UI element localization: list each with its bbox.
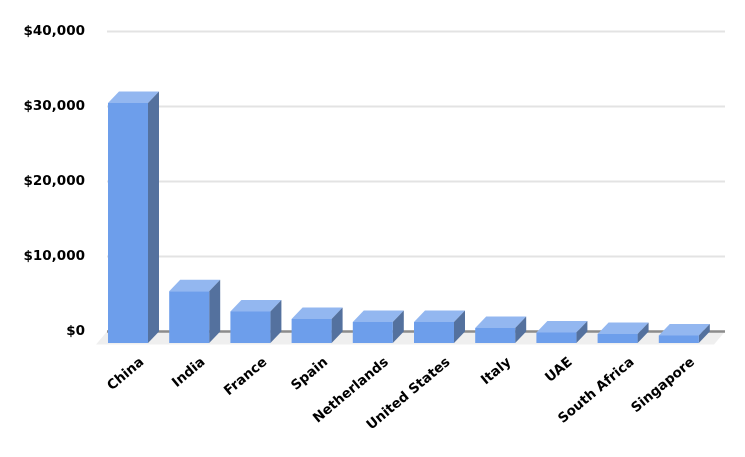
bar-side-face	[515, 316, 527, 343]
bar-uae	[536, 321, 588, 343]
bar-front-face	[658, 335, 699, 343]
bar-singapore	[658, 324, 710, 343]
bar-top-face	[536, 321, 588, 333]
bar-side-face	[637, 322, 649, 343]
bar-top-face	[475, 316, 527, 328]
bar-south-africa	[597, 322, 649, 343]
bar-top-face	[169, 279, 221, 292]
bar-side-face	[576, 321, 588, 343]
bar-top-face	[658, 324, 710, 336]
bar-united-states	[414, 310, 465, 343]
bar-front-face	[230, 311, 271, 343]
y-axis-label-3: $30,000	[23, 98, 86, 114]
bar-side-face	[698, 324, 710, 343]
y-axis-label-1: $10,000	[23, 248, 86, 264]
bar-top-face	[414, 310, 465, 322]
bar-side-face	[148, 91, 159, 343]
bar-spain	[291, 307, 343, 343]
bar-front-face	[352, 322, 393, 343]
bar-side-face	[392, 310, 404, 343]
bar-france	[230, 300, 282, 343]
bar-front-face	[597, 334, 638, 343]
bar-top-face	[230, 300, 282, 312]
bar-top-face	[352, 310, 404, 322]
y-axis-label-0: $0	[66, 323, 85, 339]
bar-front-face	[169, 291, 210, 343]
bar-side-face	[454, 310, 465, 343]
bar-side-face	[270, 300, 282, 343]
bar-china	[108, 91, 159, 343]
y-axis-label-4: $40,000	[23, 23, 86, 39]
bar-side-face	[331, 307, 343, 343]
bar-netherlands	[352, 310, 404, 343]
bar-side-face	[209, 279, 221, 343]
bar-top-face	[108, 91, 159, 103]
bar-front-face	[475, 328, 516, 343]
bar-front-face	[536, 332, 577, 343]
bar-top-face	[597, 322, 649, 334]
bar-front-face	[414, 322, 454, 343]
bar-italy	[475, 316, 527, 343]
bar-top-face	[291, 307, 343, 319]
bar-front-face	[291, 319, 332, 343]
y-axis-label-2: $20,000	[23, 173, 86, 189]
bar-front-face	[108, 103, 148, 343]
bar-india	[169, 279, 221, 343]
